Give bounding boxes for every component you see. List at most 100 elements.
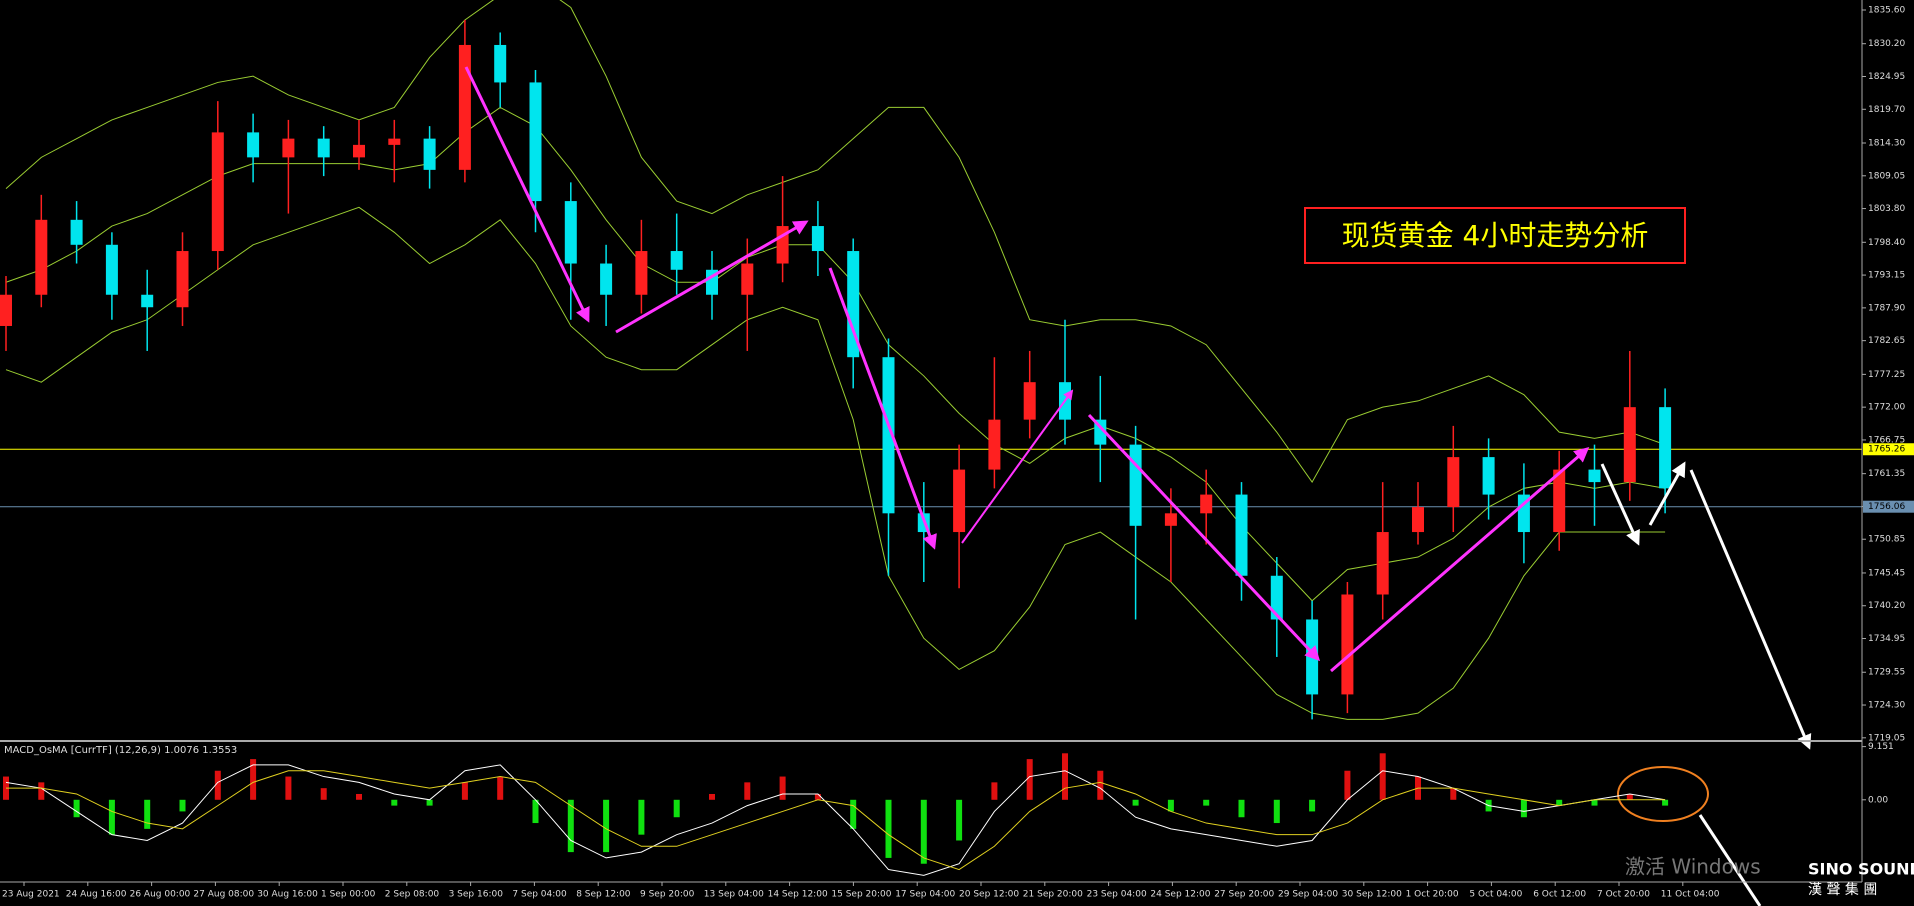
x-tick-label: 8 Sep 12:00 xyxy=(576,890,631,900)
macd-bar xyxy=(1097,770,1104,800)
y-tick-label: 1809.05 xyxy=(1868,171,1905,181)
candle-body xyxy=(211,132,224,252)
x-tick-label: 2 Sep 08:00 xyxy=(385,890,440,900)
candle-body xyxy=(811,226,824,252)
annotations: 现货黄金 4小时走势分析 xyxy=(464,66,1812,906)
macd-bar xyxy=(73,799,80,818)
candle-body xyxy=(1376,532,1389,595)
title: 现货黄金 4小时走势分析 xyxy=(1342,219,1649,252)
candle-body xyxy=(494,44,507,83)
arrow xyxy=(1698,814,1762,906)
y-tick-label: 1803.80 xyxy=(1868,204,1905,214)
candle-body xyxy=(1200,494,1213,514)
price-label: 1756.06 xyxy=(1868,502,1905,512)
y-tick-label: 1824.95 xyxy=(1868,72,1905,82)
arrow xyxy=(1330,447,1590,673)
macd-bar xyxy=(214,770,221,800)
macd-bar xyxy=(1309,799,1316,812)
x-tick-label: 20 Sep 12:00 xyxy=(959,890,1019,900)
macd-bar xyxy=(285,776,292,800)
x-tick-label: 13 Sep 04:00 xyxy=(704,890,764,900)
macd-bar xyxy=(850,799,857,829)
candle-body xyxy=(282,138,295,158)
bollinger-upper xyxy=(5,0,1666,484)
macd-bar xyxy=(673,799,680,818)
macd-bar xyxy=(1167,799,1174,812)
candle-body xyxy=(564,201,577,264)
x-tick-label: 29 Sep 04:00 xyxy=(1278,890,1338,900)
candle-body xyxy=(388,138,401,145)
macd-signal xyxy=(6,770,1666,871)
macd-bar xyxy=(1062,753,1068,800)
x-tick-label: 23 Aug 2021 xyxy=(2,890,60,900)
candle-body xyxy=(141,294,154,308)
macd-bar xyxy=(108,799,115,835)
macd-bar xyxy=(179,799,186,812)
candle-body xyxy=(1129,444,1142,526)
arrow xyxy=(1689,469,1812,750)
arrow xyxy=(961,389,1074,544)
macd-bar xyxy=(356,793,362,800)
candle-body xyxy=(105,244,118,295)
candle-body xyxy=(70,219,83,245)
candle-body xyxy=(1588,469,1601,483)
y-tick-label: 1719.05 xyxy=(1868,733,1905,743)
x-tick-label: 1 Sep 00:00 xyxy=(321,890,376,900)
x-tick-label: 21 Sep 20:00 xyxy=(1023,890,1083,900)
macd-bar xyxy=(885,799,892,858)
price-panel xyxy=(0,0,1862,720)
x-tick-label: 24 Sep 12:00 xyxy=(1150,890,1210,900)
candle-body xyxy=(1023,382,1036,420)
macd-bar xyxy=(144,799,151,829)
candle-body xyxy=(423,138,436,170)
candle-body xyxy=(529,82,542,202)
y-tick-label: 1761.35 xyxy=(1868,469,1905,479)
title-box xyxy=(1304,207,1686,264)
candle-body xyxy=(1270,575,1283,620)
y-tick-label: 1830.20 xyxy=(1868,39,1905,49)
macd-bar xyxy=(1556,799,1563,806)
macd-bar xyxy=(1520,799,1527,818)
candle-body xyxy=(1235,494,1248,576)
macd-bar xyxy=(250,759,257,800)
candle-body xyxy=(847,251,860,358)
y-tick-label: 1819.70 xyxy=(1868,105,1905,115)
y-tick-label: 1782.65 xyxy=(1868,336,1905,346)
macd-label: MACD_OsMA [CurrTF] (12,26,9) 1.0076 1.35… xyxy=(4,745,237,756)
x-tick-label: 24 Aug 16:00 xyxy=(66,890,127,900)
macd-bar xyxy=(391,799,398,806)
macd-bar xyxy=(1344,770,1351,800)
x-tick-label: 9 Sep 20:00 xyxy=(640,890,695,900)
candle-body xyxy=(1482,457,1495,495)
bollinger-lower xyxy=(5,206,1666,720)
x-tick-label: 27 Sep 20:00 xyxy=(1214,890,1274,900)
x-tick-label: 30 Aug 16:00 xyxy=(257,890,318,900)
x-tick-label: 15 Sep 20:00 xyxy=(831,890,891,900)
macd-bar xyxy=(1273,799,1280,824)
candle-body xyxy=(0,294,12,326)
macd-bar xyxy=(461,782,468,800)
y-tick-label: 1793.15 xyxy=(1868,271,1905,281)
y-tick-label: 1729.55 xyxy=(1868,668,1905,678)
y-tick-label: 1772.00 xyxy=(1868,403,1905,413)
candle-body xyxy=(1412,507,1424,533)
macd-bar xyxy=(1591,799,1598,806)
macd-bar xyxy=(1379,753,1386,800)
y-tick-label: 9.151 xyxy=(1868,742,1894,752)
x-tick-label: 7 Sep 04:00 xyxy=(512,890,567,900)
y-tick-label: 1750.85 xyxy=(1868,535,1905,545)
x-tick-label: 27 Aug 08:00 xyxy=(193,890,254,900)
macd-panel xyxy=(3,753,1669,876)
x-tick-label: 11 Oct 04:00 xyxy=(1661,890,1720,900)
candle-body xyxy=(1623,407,1636,483)
macd-bar xyxy=(1132,799,1139,806)
arrow xyxy=(1087,413,1321,662)
candle-body xyxy=(458,44,471,170)
macd-bar xyxy=(532,799,539,824)
candle-body xyxy=(988,419,1001,470)
candle-body xyxy=(317,138,330,158)
candle-body xyxy=(1447,457,1460,508)
macd-bar xyxy=(38,782,45,800)
macd-bar xyxy=(1238,799,1245,818)
